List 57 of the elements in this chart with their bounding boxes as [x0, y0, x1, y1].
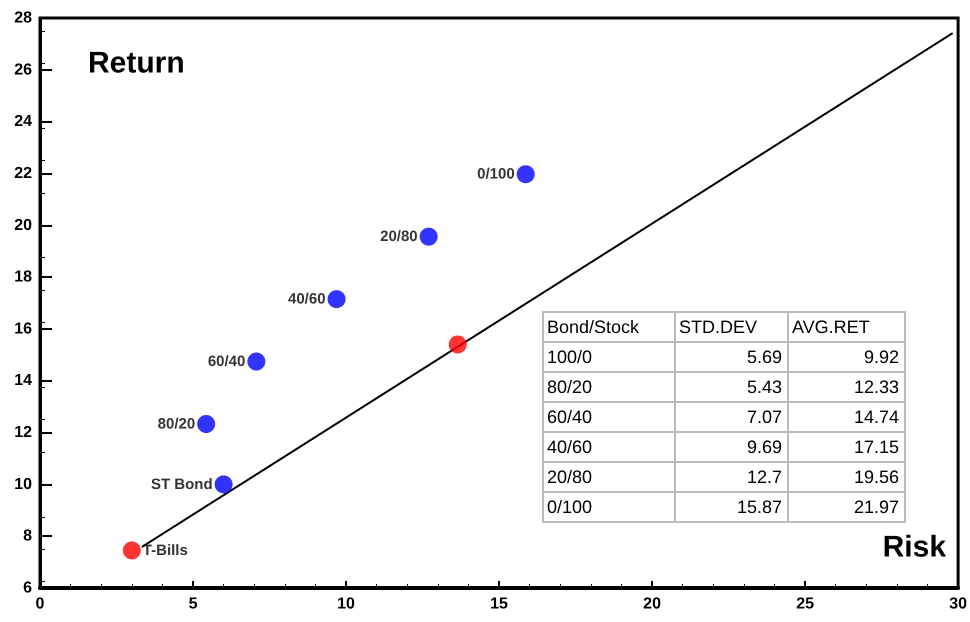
y-tick-label: 28: [14, 10, 32, 26]
annotation: 12.7: [746, 467, 782, 487]
annotation: 80/20: [547, 377, 592, 397]
annotation: 60/40: [547, 407, 592, 427]
point: [516, 165, 535, 184]
series-label: 80/20: [158, 415, 196, 432]
annotation: 21.97: [854, 497, 899, 517]
y-tick-label: 6: [23, 580, 32, 596]
series-label: ST Bond: [150, 476, 213, 493]
x-tick-label: 25: [796, 596, 814, 612]
series-label: 0/100: [477, 166, 515, 183]
annotation: STD.DEV: [679, 317, 758, 337]
x-tick-label: 20: [643, 596, 662, 612]
x-tick-label: 0: [36, 596, 45, 612]
annotation: 5.69: [746, 347, 782, 367]
point: [122, 541, 141, 560]
annotation: 19.56: [854, 467, 899, 487]
annotation: 9.69: [746, 437, 782, 457]
annotation: 17.15: [854, 437, 899, 457]
y-tick-label: 18: [14, 268, 32, 286]
annotation: 7.07: [746, 407, 782, 427]
series-label: 40/60: [288, 290, 326, 308]
point: [328, 290, 346, 308]
y-tick-label: 12: [14, 424, 32, 442]
annotation: 0/100: [547, 497, 592, 517]
series-label: 60/40: [208, 353, 246, 370]
annotation: 15.87: [736, 497, 782, 517]
annotation: 100/0: [547, 347, 592, 367]
annotation: 14.74: [854, 407, 899, 427]
annotation: 40/60: [547, 437, 592, 457]
y-tick-label: 20: [14, 216, 32, 234]
x-tick-label: 10: [337, 596, 356, 612]
annotation: AVG.RET: [792, 317, 870, 337]
y-axis-title: Return: [88, 46, 185, 80]
x-tick-label: 15: [490, 596, 508, 612]
point: [448, 335, 467, 354]
series-label: 20/80: [380, 228, 418, 246]
annotation: 5.43: [746, 377, 782, 397]
y-tick-label: 14: [14, 372, 32, 390]
y-tick-label: 24: [14, 113, 32, 130]
point: [247, 352, 266, 371]
y-tick-label: 16: [14, 320, 32, 338]
y-tick-label: 26: [14, 61, 32, 78]
y-tick-label: 10: [14, 476, 32, 493]
x-axis-title: Risk: [882, 530, 946, 564]
x-tick-label: 5: [188, 596, 198, 612]
annotation: Bond/Stock: [547, 317, 640, 337]
annotation: 9.92: [864, 347, 899, 367]
annotation: 12.33: [854, 377, 899, 397]
series-label: T-Bills: [142, 542, 188, 559]
point: [214, 475, 233, 494]
y-tick-label: 8: [23, 528, 32, 545]
point: [420, 228, 438, 246]
x-tick-label: 30: [949, 596, 968, 612]
annotation: 20/80: [547, 467, 592, 487]
point: [197, 415, 216, 433]
y-tick-label: 22: [14, 164, 32, 182]
